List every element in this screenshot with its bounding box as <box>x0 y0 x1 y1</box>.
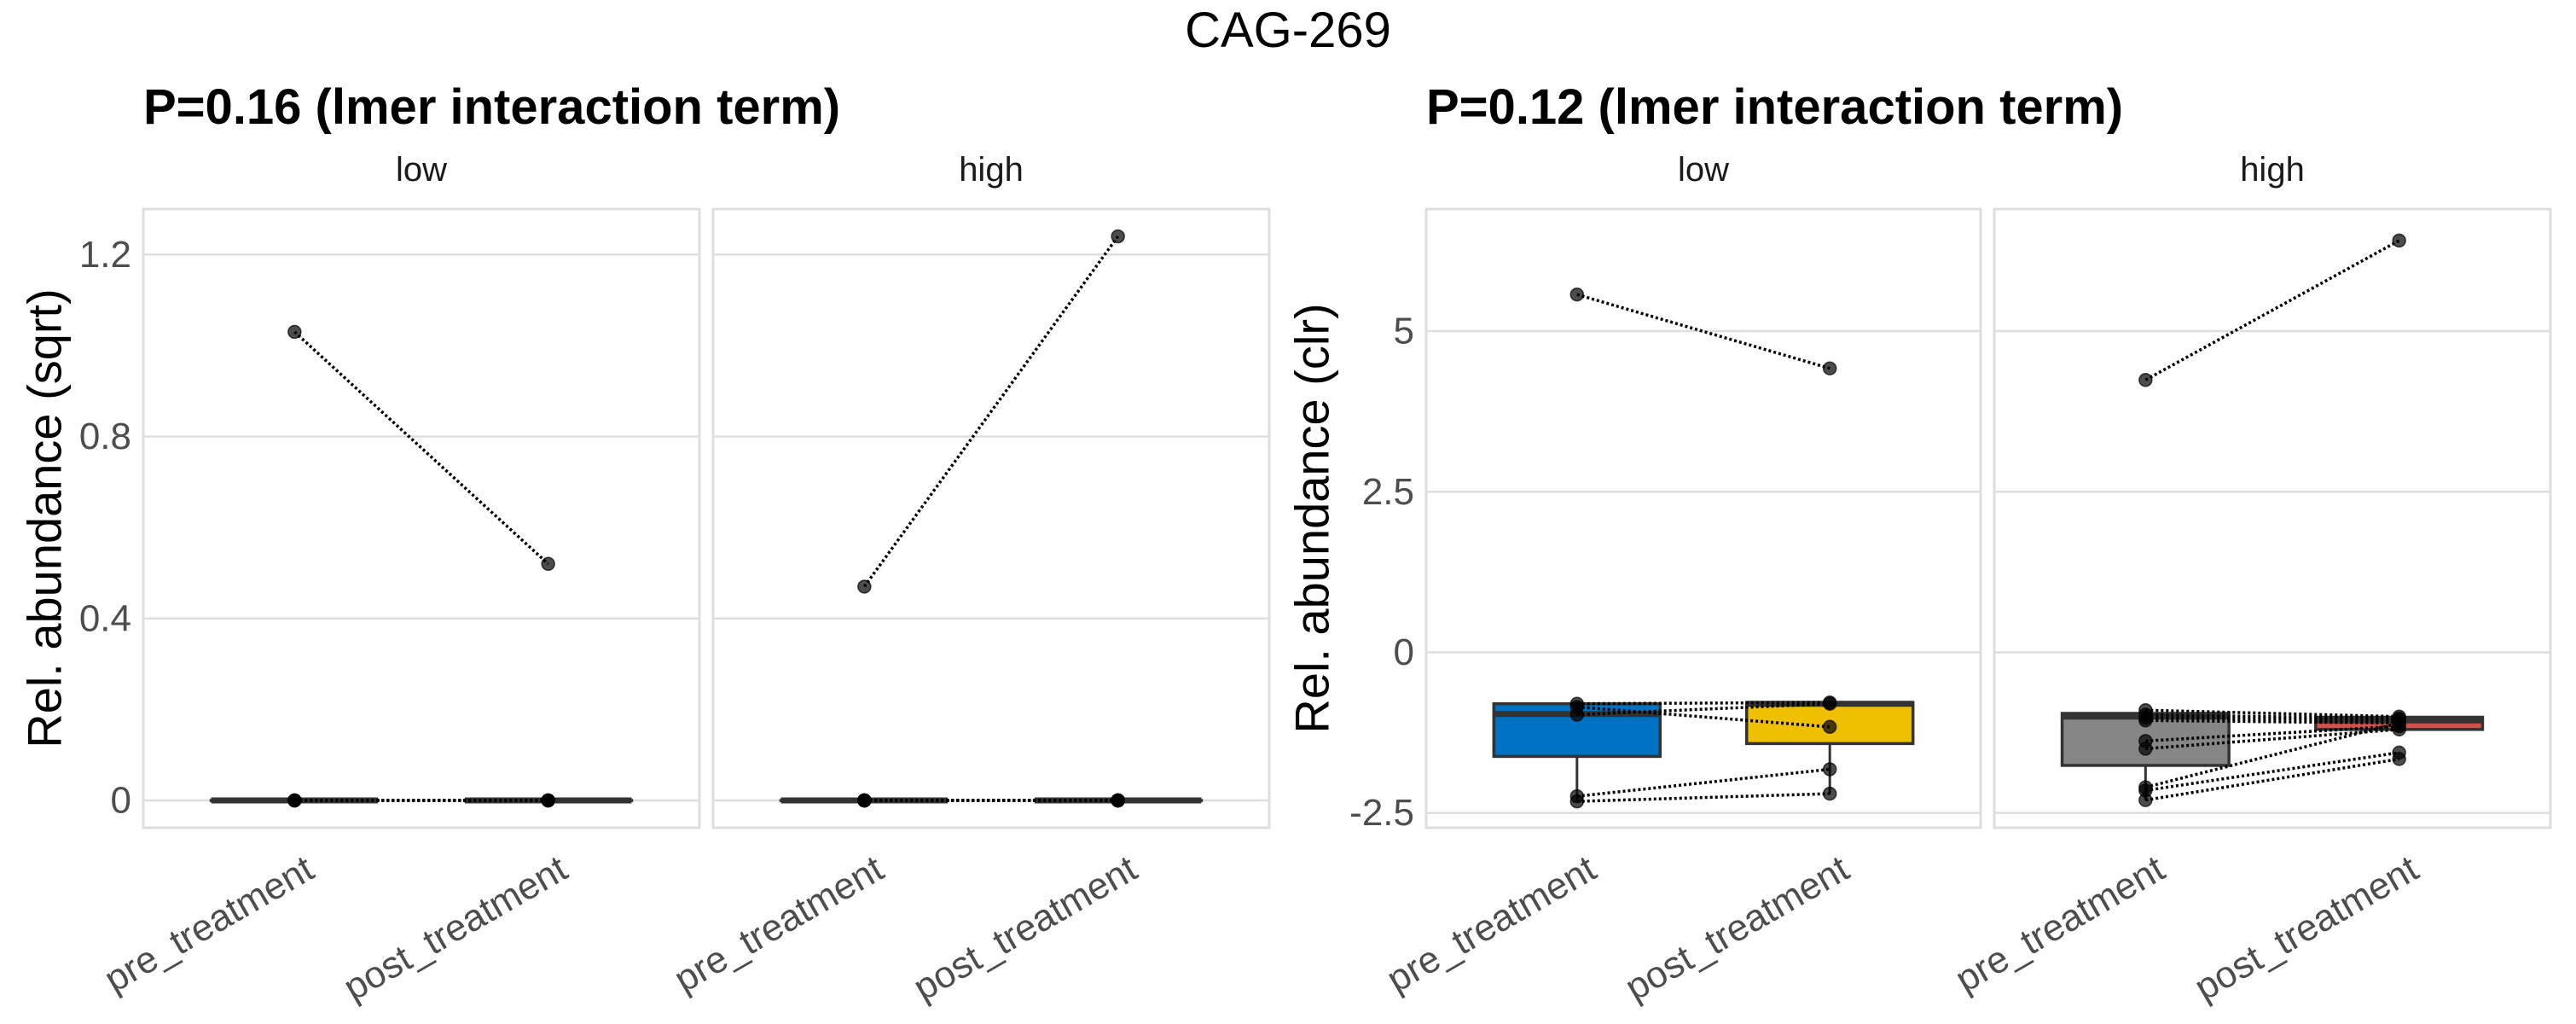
y-tick-label: -2.5 <box>1349 792 1414 834</box>
data-point <box>2138 793 2153 807</box>
pair-line <box>1576 767 1830 798</box>
facet-strip-label: low <box>396 151 447 189</box>
x-tick-label: post_treatment <box>337 847 575 1009</box>
y-axis-label: Rel. abundance (clr) <box>1285 303 1339 733</box>
pair-line <box>1576 792 1830 803</box>
facet-strip-label: high <box>959 151 1024 189</box>
pair-line <box>2145 719 2399 725</box>
plot-1: Rel. abundance (clr) -2.5 0 2.5 5 low pre_trea… <box>1285 151 2552 1009</box>
data-point <box>287 324 302 340</box>
x-tick-label: pre_treatment <box>1948 847 2172 1000</box>
data-point <box>287 793 302 808</box>
pair-line <box>1576 705 1830 729</box>
pair-line <box>2145 724 2399 743</box>
panel-border <box>142 207 701 829</box>
facet-low: low pre_treatment post_treatment <box>97 151 701 1009</box>
data-point <box>1569 287 1585 302</box>
pair-line <box>2145 757 2399 802</box>
data-point <box>1569 794 1585 809</box>
pair-line <box>862 235 1120 588</box>
y-axis-label: Rel. abundance (sqrt) <box>18 288 72 748</box>
y-tick-label: 1.2 <box>79 234 131 276</box>
data-point <box>541 793 555 808</box>
data-point <box>1822 786 1837 801</box>
pair-line <box>2145 708 2399 719</box>
pair-line <box>1576 701 1830 706</box>
y-tick-label: 0 <box>111 780 131 822</box>
left-plot-title: P=0.16 (lmer interaction term) <box>143 79 841 135</box>
y-tick-label: 5 <box>1394 311 1414 352</box>
x-tick-label: pre_treatment <box>1380 847 1604 1000</box>
pair-line <box>2145 716 2399 722</box>
data-point <box>2138 713 2153 728</box>
data-point <box>1822 762 1837 777</box>
x-tick-label: post_treatment <box>2188 847 2426 1009</box>
pair-line <box>293 330 549 566</box>
data-point <box>1111 229 1125 244</box>
facet-high: high pre_treatment post_treatment <box>1948 151 2552 1009</box>
facet-low: low pre_treatment post_treatment <box>1380 151 1982 1009</box>
y-tick-label: 0 <box>1394 631 1414 673</box>
facet-strip-label: high <box>2240 151 2305 189</box>
facet-strip-label: low <box>1678 151 1729 189</box>
y-tick-label: 0.8 <box>79 416 131 457</box>
data-point <box>2138 373 2153 387</box>
data-point <box>1822 361 1837 375</box>
y-tick-label: 0.4 <box>79 597 131 639</box>
data-point <box>541 556 555 572</box>
data-point <box>1111 793 1125 808</box>
x-tick-label: pre_treatment <box>97 847 321 1000</box>
data-point <box>2392 716 2406 730</box>
pair-line <box>1576 701 1830 717</box>
pair-line <box>2145 713 2399 720</box>
data-point <box>857 579 872 594</box>
data-point <box>2138 742 2153 756</box>
x-tick-label: post_treatment <box>1618 847 1856 1009</box>
y-tick-label: 2.5 <box>1362 471 1414 513</box>
data-point <box>1822 696 1837 711</box>
pair-line <box>2145 751 2399 793</box>
data-point <box>857 793 872 808</box>
x-tick-label: pre_treatment <box>667 847 891 1000</box>
figure-title: CAG-269 <box>1185 3 1391 58</box>
data-point <box>2392 752 2406 766</box>
data-point <box>2392 233 2406 248</box>
panel-border <box>711 207 1271 829</box>
data-point <box>1569 707 1585 722</box>
pair-line <box>2144 239 2400 381</box>
pair-line <box>2145 728 2399 751</box>
facet-high: high pre_treatment post_treatment <box>667 151 1271 1009</box>
x-tick-label: post_treatment <box>907 847 1145 1009</box>
plot-0: Rel. abundance (sqrt) 0 0.4 0.8 1.2 low pre_tr… <box>18 151 1271 1009</box>
right-plot-title: P=0.12 (lmer interaction term) <box>1426 79 2124 135</box>
data-point <box>1822 719 1837 735</box>
